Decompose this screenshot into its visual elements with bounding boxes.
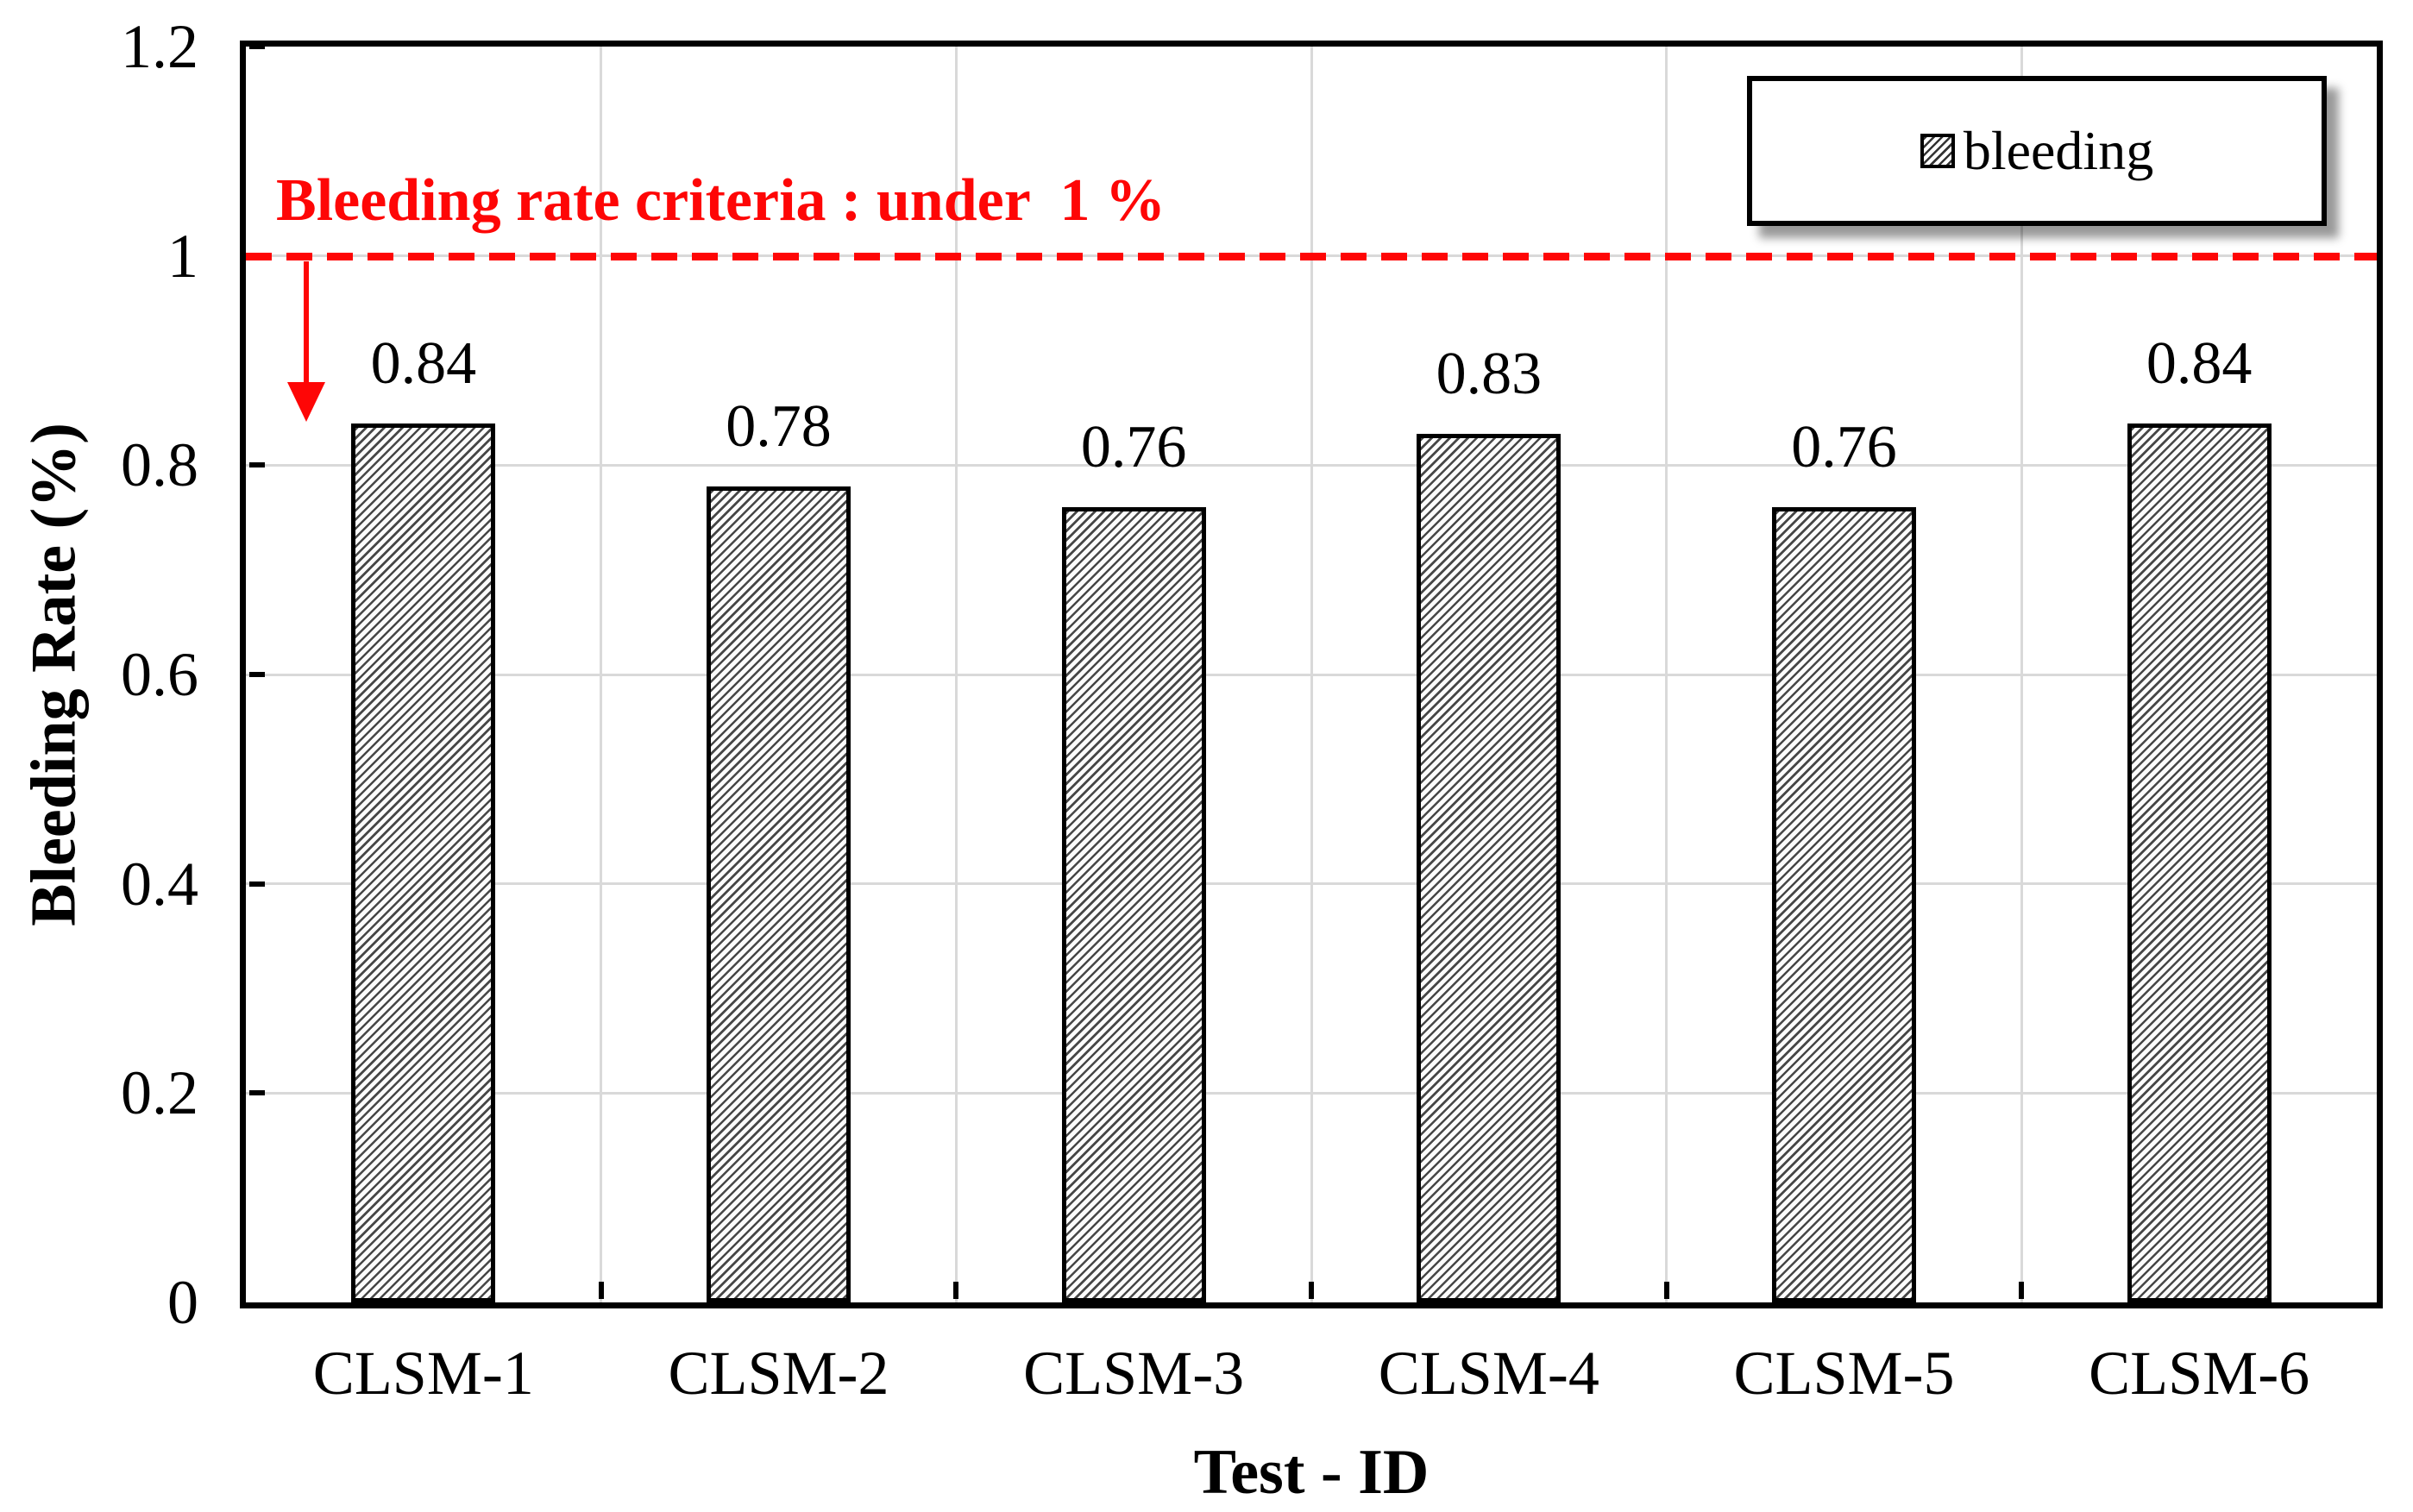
criteria-dashed-line <box>246 253 2377 260</box>
bar <box>351 423 496 1302</box>
x-tick-label: CLSM-1 <box>312 1339 534 1408</box>
x-tick-label: CLSM-6 <box>2089 1339 2310 1408</box>
y-tick-mark <box>249 672 265 677</box>
criteria-annotation-text: Bleeding rate criteria : under 1 % <box>276 167 1166 234</box>
v-gridline <box>600 47 603 1302</box>
v-gridline <box>1665 47 1668 1302</box>
x-tick-mark <box>598 1282 604 1299</box>
y-tick-label: 1.2 <box>121 12 198 81</box>
x-tick-mark <box>2019 1282 2025 1299</box>
x-tick-mark <box>1663 1282 1669 1299</box>
criteria-arrow-head-icon <box>287 382 325 422</box>
y-tick-mark <box>249 1090 265 1096</box>
v-gridline <box>954 47 958 1302</box>
bar-value-label: 0.84 <box>370 329 477 397</box>
criteria-arrow-shaft <box>304 261 309 384</box>
x-tick-mark <box>953 1282 959 1299</box>
x-tick-label: CLSM-3 <box>1023 1339 1245 1408</box>
v-gridline <box>2020 47 2023 1302</box>
y-tick-label: 0 <box>167 1268 198 1337</box>
x-tick-label: CLSM-4 <box>1378 1339 1599 1408</box>
v-gridline <box>1310 47 1313 1302</box>
y-tick-label: 0.6 <box>121 640 198 709</box>
bar-value-label: 0.76 <box>1791 413 1897 480</box>
x-tick-label: CLSM-2 <box>668 1339 889 1408</box>
legend-hatch-swatch-icon <box>1920 134 1955 168</box>
y-tick-mark <box>249 462 265 468</box>
legend-label: bleeding <box>1963 120 2154 181</box>
bar-value-label: 0.78 <box>726 392 832 460</box>
y-tick-mark <box>249 44 265 49</box>
y-tick-mark <box>249 881 265 887</box>
y-tick-label: 1 <box>167 221 198 291</box>
bar <box>1417 433 1562 1302</box>
bar <box>1772 506 1916 1302</box>
bar-value-label: 0.76 <box>1080 413 1187 480</box>
y-tick-label: 0.4 <box>121 849 198 919</box>
bar-value-label: 0.84 <box>2146 329 2253 397</box>
y-tick-label: 0.8 <box>121 430 198 500</box>
bar <box>1061 506 1206 1302</box>
x-tick-mark <box>1309 1282 1314 1299</box>
bar-value-label: 0.83 <box>1436 340 1543 407</box>
legend: bleeding <box>1747 76 2327 226</box>
y-tick-label: 0.2 <box>121 1058 198 1128</box>
bar <box>2127 423 2272 1302</box>
x-tick-label: CLSM-5 <box>1733 1339 1955 1408</box>
bar <box>707 486 851 1302</box>
x-axis-title: Test - ID <box>1193 1437 1430 1508</box>
plot-area-border <box>240 41 2383 1308</box>
